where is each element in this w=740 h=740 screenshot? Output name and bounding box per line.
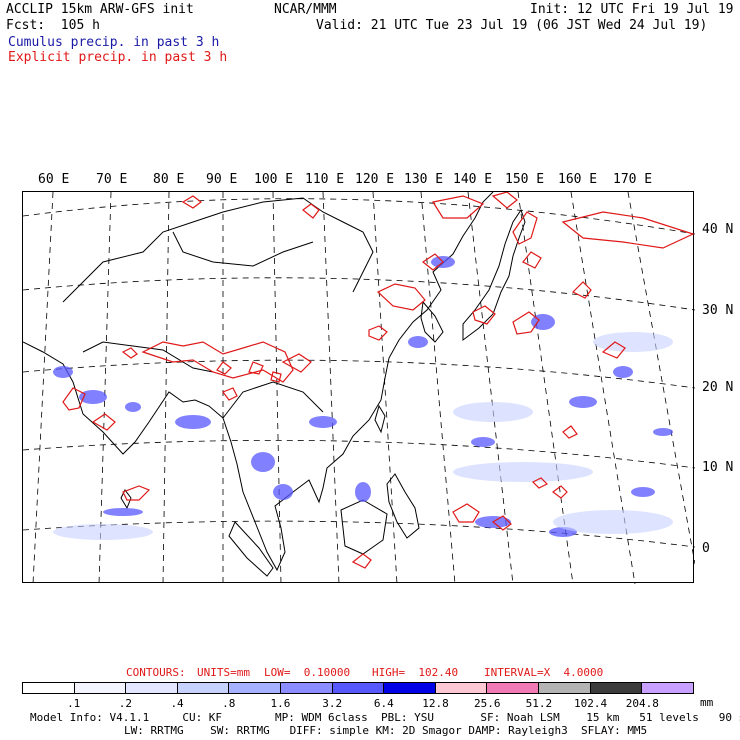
cumulus-precip: [53, 256, 673, 537]
lat-label-30n: 30 N: [702, 303, 734, 318]
lat-line-30n: [23, 277, 695, 311]
explicit-precip: [62, 192, 695, 569]
light-precip: [53, 332, 673, 540]
korea-coast: [420, 300, 444, 343]
china-border: [62, 197, 374, 303]
colorbar-segment: [74, 683, 127, 693]
colorbar-segment: [590, 683, 643, 693]
inner-borders: [172, 231, 324, 419]
colorbar: [22, 682, 694, 694]
lon-label-140e: 140 E: [453, 172, 493, 187]
asia-coast: [23, 192, 494, 572]
contours-high: HIGH= 102.40: [372, 666, 459, 679]
taiwan-coast: [374, 404, 386, 434]
colorbar-segment: [487, 683, 540, 693]
lon-label-160e: 160 E: [558, 172, 598, 187]
colorbar-tick-label: 51.2: [525, 697, 553, 710]
lon-label-90e: 90 E: [206, 172, 238, 187]
colorbar-tick-label: 1.6: [270, 697, 291, 710]
init-time: Init: 12 UTC Fri 19 Jul 19: [530, 2, 734, 17]
coastlines: [23, 192, 526, 577]
colorbar-segment: [177, 683, 230, 693]
india-border: [82, 341, 214, 373]
contours-units: UNITS=mm: [197, 666, 250, 679]
lon-label-150e: 150 E: [505, 172, 545, 187]
map-canvas: [23, 192, 695, 584]
colorbar-tick-label: 25.6: [473, 697, 501, 710]
colorbar-tick-label: 204.8: [625, 697, 659, 710]
colorbar-tick-label: 6.4: [373, 697, 394, 710]
legend-cumulus: Cumulus precip. in past 3 h: [8, 35, 220, 50]
map-panel: [22, 191, 695, 584]
colorbar-segment: [332, 683, 385, 693]
lat-line-20n: [23, 359, 695, 389]
colorbar-unit: mm: [700, 696, 714, 709]
lon-label-70e: 70 E: [96, 172, 128, 187]
lat-label-10n: 10 N: [702, 460, 734, 475]
forecast-hour: Fcst: 105 h: [6, 18, 100, 33]
colorbar-segment: [229, 683, 282, 693]
lat-label-40n: 40 N: [702, 222, 734, 237]
colorbar-tick-label: .1: [67, 697, 81, 710]
lon-label-130e: 130 E: [404, 172, 444, 187]
borneo: [340, 499, 388, 555]
legend-explicit: Explicit precip. in past 3 h: [8, 50, 228, 65]
sumatra: [228, 521, 274, 577]
lon-label-120e: 120 E: [355, 172, 395, 187]
lat-label-20n: 20 N: [702, 380, 734, 395]
lon-label-80e: 80 E: [153, 172, 185, 187]
colorbar-segment: [642, 683, 693, 693]
colorbar-segment: [23, 683, 75, 693]
colorbar-tick-label: 3.2: [322, 697, 343, 710]
institution: NCAR/MMM: [274, 2, 337, 17]
lon-label-170e: 170 E: [613, 172, 653, 187]
valid-time: Valid: 21 UTC Tue 23 Jul 19 (06 JST Wed …: [316, 18, 708, 33]
colorbar-tick-label: .2: [118, 697, 132, 710]
contours-interval: INTERVAL=X 4.0000: [484, 666, 604, 679]
contours-label: CONTOURS:: [126, 666, 186, 679]
japan-coast: [462, 208, 526, 341]
lon-line-80e: [162, 192, 170, 584]
philippines: [386, 473, 420, 539]
model-info-line2: LW: RRTMG SW: RRTMG DIFF: simple KM: 2D …: [124, 724, 648, 737]
lat-line-10n: [23, 439, 695, 469]
colorbar-tick-label: .4: [170, 697, 184, 710]
lon-label-100e: 100 E: [254, 172, 294, 187]
lat-line-40n: [23, 198, 695, 235]
lon-line-110e: [322, 192, 340, 584]
colorbar-tick-label: 12.8: [422, 697, 449, 710]
colorbar-segment: [384, 683, 436, 693]
colorbar-segment: [539, 683, 591, 693]
model-title: ACCLIP 15km ARW-GFS init: [6, 2, 194, 17]
colorbar-tick-label: .8: [222, 697, 236, 710]
colorbar-tick-label: 102.4: [574, 697, 608, 710]
lon-line-130e: [420, 192, 456, 584]
model-info-line1: Model Info: V4.1.1 CU: KF MP: WDM 6class…: [30, 711, 740, 724]
lon-line-60e: [32, 192, 54, 584]
sri-lanka: [120, 489, 132, 510]
lon-line-170e: [627, 192, 695, 565]
lat-label-0: 0: [702, 541, 710, 556]
lon-label-110e: 110 E: [305, 172, 345, 187]
colorbar-segment: [435, 683, 488, 693]
colorbar-segment: [126, 683, 178, 693]
colorbar-segment: [281, 683, 333, 693]
lon-label-60e: 60 E: [38, 172, 70, 187]
contours-low: LOW= 0.10000: [264, 666, 351, 679]
